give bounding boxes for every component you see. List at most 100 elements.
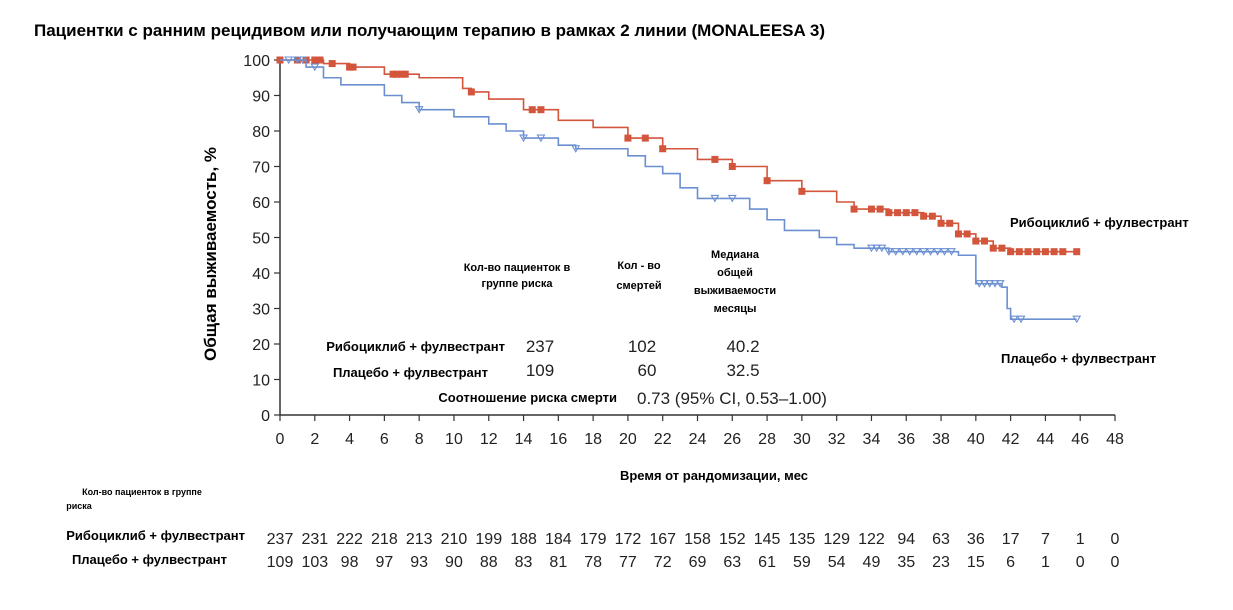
risk-value-placebo: 90 <box>445 554 463 571</box>
risk-value-ribo: 145 <box>754 531 781 548</box>
stats-header-n: Кол-во пациенток в группе риска <box>464 262 571 290</box>
censor-mark <box>894 209 902 217</box>
x-tick-label: 16 <box>549 431 567 448</box>
risk-table-header-line1: Кол-во пациенток в группе <box>82 487 202 497</box>
x-tick-label: 46 <box>1071 431 1089 448</box>
x-tick-label: 4 <box>345 431 354 448</box>
risk-value-placebo: 93 <box>410 554 428 571</box>
risk-value-placebo: 59 <box>793 554 811 571</box>
stats-header-n-line1: Кол-во пациенток в <box>464 262 571 274</box>
y-tick-label: 30 <box>252 302 270 319</box>
stats-row-ribo-median: 40.2 <box>726 337 759 356</box>
censor-mark <box>995 280 1005 288</box>
stats-header-median: Медиана общей выживаемости месяцы <box>694 249 776 315</box>
censor-mark <box>905 248 915 256</box>
censor-mark <box>571 145 581 153</box>
censor-mark <box>710 194 720 203</box>
risk-value-ribo: 184 <box>545 531 572 548</box>
risk-value-ribo: 122 <box>858 531 885 548</box>
y-tick-label: 90 <box>252 89 270 106</box>
censor-mark <box>528 106 536 114</box>
risk-value-placebo: 83 <box>515 554 533 571</box>
censor-mark <box>926 248 936 256</box>
x-tick-label: 42 <box>1002 431 1020 448</box>
risk-value-ribo: 188 <box>510 531 537 548</box>
censor-mark <box>763 177 771 185</box>
stats-row-ribo-arm: Рибоциклиб + фулвестрант <box>326 339 505 354</box>
x-tick-label: 38 <box>932 431 950 448</box>
hr-label: Соотношение риска смерти <box>438 390 617 405</box>
censor-mark <box>989 244 997 252</box>
censor-mark <box>727 194 737 203</box>
risk-table-values: 237 231 222 218 213 210 199 188 184 179 172 167 158 1… <box>267 531 1120 571</box>
censor-mark <box>981 237 989 245</box>
censor-mark <box>311 56 319 64</box>
risk-value-ribo: 63 <box>932 531 950 548</box>
risk-value-ribo: 129 <box>823 531 850 548</box>
x-tick-label: 44 <box>1037 431 1055 448</box>
stats-header-median-line3: выживаемости <box>694 285 776 297</box>
stats-header-n-line2: группе риска <box>482 278 554 290</box>
x-tick-label: 20 <box>619 431 637 448</box>
censor-mark <box>292 56 302 65</box>
risk-value-ribo: 36 <box>967 531 985 548</box>
x-tick-label: 10 <box>445 431 463 448</box>
censor-mark <box>1073 248 1081 256</box>
x-tick-label: 8 <box>415 431 424 448</box>
censor-mark <box>877 244 887 253</box>
risk-row-placebo-label: Плацебо + фулвестрант <box>72 552 227 567</box>
censor-mark <box>985 280 995 288</box>
censor-mark <box>711 155 719 163</box>
censor-mark <box>998 244 1006 252</box>
stats-row-placebo-median: 32.5 <box>726 361 759 380</box>
censor-mark <box>537 106 545 114</box>
y-tick-label: 20 <box>252 337 270 354</box>
censor-mark <box>659 145 667 153</box>
y-axis-title: Общая выживаемость, % <box>201 147 220 361</box>
x-tick-label: 28 <box>758 431 776 448</box>
y-tick-label: 60 <box>252 195 270 212</box>
censor-mark <box>1007 248 1015 256</box>
risk-value-placebo: 0 <box>1111 554 1120 571</box>
risk-value-ribo: 179 <box>580 531 607 548</box>
y-tick-label: 70 <box>252 160 270 177</box>
stats-row-ribo-deaths: 102 <box>628 337 656 356</box>
stats-row-placebo-deaths: 60 <box>638 361 657 380</box>
series-placebo <box>280 56 1082 324</box>
censor-mark <box>954 230 962 238</box>
censor-mark <box>798 187 806 195</box>
risk-value-ribo: 17 <box>1002 531 1020 548</box>
censor-mark <box>1024 248 1032 256</box>
risk-value-ribo: 222 <box>336 531 363 548</box>
risk-value-ribo: 135 <box>789 531 816 548</box>
risk-value-placebo: 0 <box>1076 554 1085 571</box>
risk-value-placebo: 109 <box>267 554 294 571</box>
y-tick-label: 100 <box>243 53 270 70</box>
x-tick-label: 48 <box>1106 431 1124 448</box>
censor-mark <box>902 209 910 217</box>
chart-title: Пациентки с ранним рецидивом или получаю… <box>34 21 825 40</box>
stats-header-deaths-line2: смертей <box>616 280 661 292</box>
series-label-ribo: Рибоциклиб + фулвестрант <box>1010 215 1189 230</box>
risk-value-placebo: 23 <box>932 554 950 571</box>
series-line <box>280 59 1077 320</box>
stats-row-ribo-n: 237 <box>526 337 554 356</box>
censor-mark <box>980 280 989 288</box>
censor-mark <box>972 237 980 245</box>
x-tick-label: 6 <box>380 431 389 448</box>
censor-mark <box>1009 315 1019 324</box>
risk-value-ribo: 152 <box>719 531 746 548</box>
risk-value-ribo: 231 <box>301 531 328 548</box>
x-axis-ticks: 0 2 4 6 8 10 12 14 16 18 20 22 24 26 28 30 32 34 36 38 40 42 4… <box>276 415 1124 448</box>
censor-mark <box>946 219 954 227</box>
censor-mark <box>328 60 336 68</box>
x-tick-label: 22 <box>654 431 672 448</box>
risk-value-placebo: 72 <box>654 554 672 571</box>
risk-value-ribo: 7 <box>1041 531 1050 548</box>
x-tick-label: 18 <box>584 431 602 448</box>
risk-value-placebo: 98 <box>341 554 359 571</box>
censor-mark <box>928 212 936 220</box>
x-tick-label: 26 <box>723 431 741 448</box>
survival-curves <box>276 56 1082 324</box>
risk-value-ribo: 172 <box>615 531 642 548</box>
